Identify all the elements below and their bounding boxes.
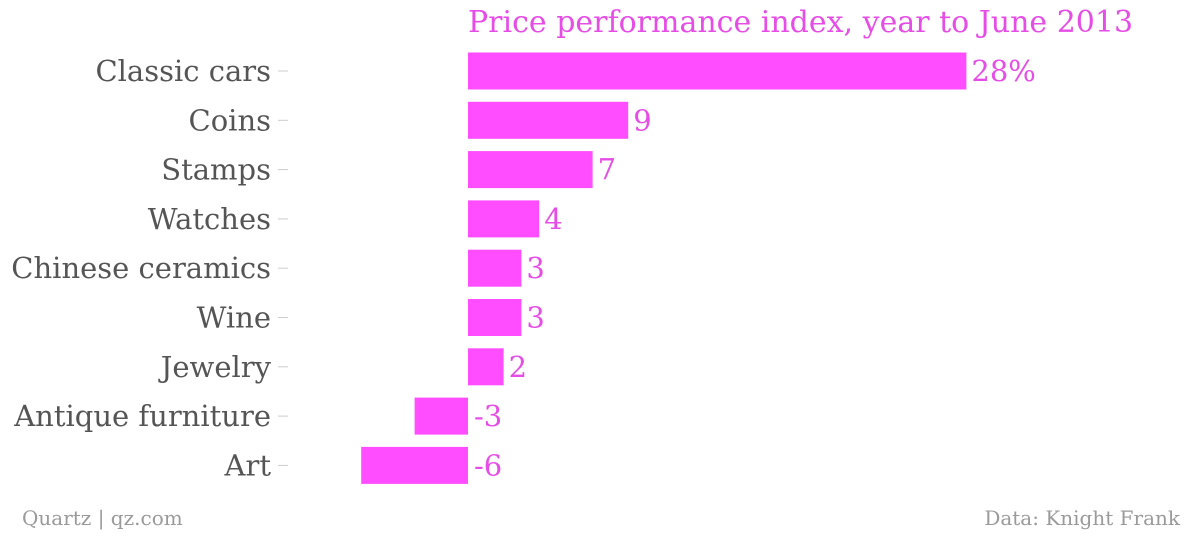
value-label: 7 <box>598 153 616 187</box>
bar <box>414 397 468 435</box>
category-label: Watches <box>148 202 271 236</box>
bars-layer: Classic cars 28% Coins 9 Stamps 7 Watches 4 Chin… <box>11 52 1036 484</box>
category-label: Art <box>224 448 272 482</box>
bar <box>468 249 522 287</box>
bar <box>361 446 468 484</box>
category-label: Chinese ceramics <box>11 251 271 285</box>
value-label: 3 <box>526 301 544 335</box>
category-label: Jewelry <box>158 350 272 384</box>
category-label: Stamps <box>161 153 271 187</box>
category-label: Wine <box>197 301 271 335</box>
value-label: 4 <box>544 202 562 236</box>
bar <box>468 200 540 238</box>
value-label: -3 <box>474 399 502 433</box>
source-credit: Quartz | qz.com <box>22 506 183 530</box>
value-label: 9 <box>633 103 651 137</box>
category-label: Coins <box>189 103 271 137</box>
category-label: Antique furniture <box>13 399 271 433</box>
bar <box>468 299 522 336</box>
data-source: Data: Knight Frank <box>984 506 1180 530</box>
value-label: -6 <box>474 448 502 482</box>
bar <box>468 101 629 139</box>
category-label: Classic cars <box>95 54 271 88</box>
chart-title: Price performance index, year to June 20… <box>468 5 1133 40</box>
bar <box>468 348 504 386</box>
value-label: 3 <box>526 251 544 285</box>
value-label: 2 <box>509 350 527 384</box>
bar <box>468 151 593 189</box>
value-label: 28% <box>971 54 1035 88</box>
bar <box>468 52 967 90</box>
